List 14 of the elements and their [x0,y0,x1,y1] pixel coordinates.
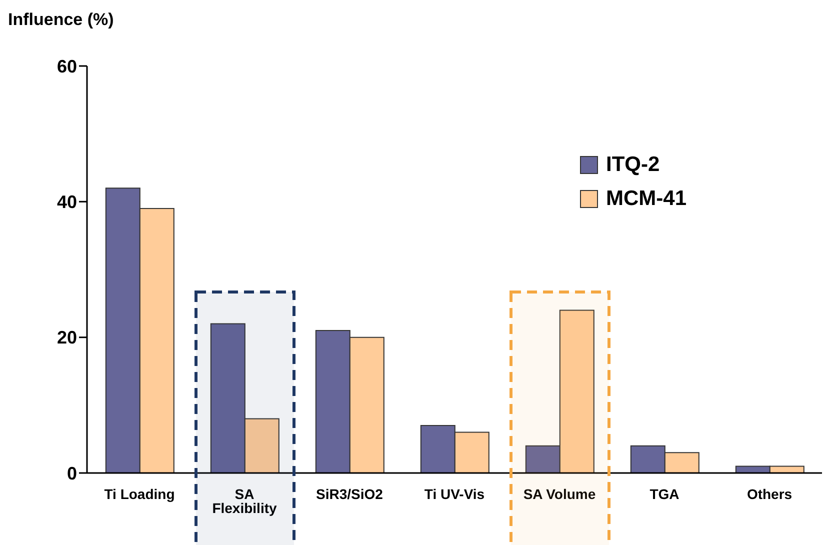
x-tick-label: Ti Loading [104,486,175,502]
legend-label: MCM-41 [606,187,687,211]
y-tick-label: 20 [56,328,77,348]
x-tick-label: SA Volume [523,486,596,502]
x-tick-label: SA Flexibility [212,486,277,516]
x-tick-label: Ti UV-Vis [424,486,485,502]
legend-label: ITQ-2 [606,153,660,177]
chart-title: Influence (%) [8,10,114,30]
x-tick-label: TGA [650,486,680,502]
y-tick-label: 60 [56,56,77,76]
x-tick-label: SiR3/SiO2 [316,486,384,502]
y-tick-label: 40 [56,192,77,212]
y-tick-label: 0 [66,463,77,484]
x-tick-label: Others [746,486,792,502]
